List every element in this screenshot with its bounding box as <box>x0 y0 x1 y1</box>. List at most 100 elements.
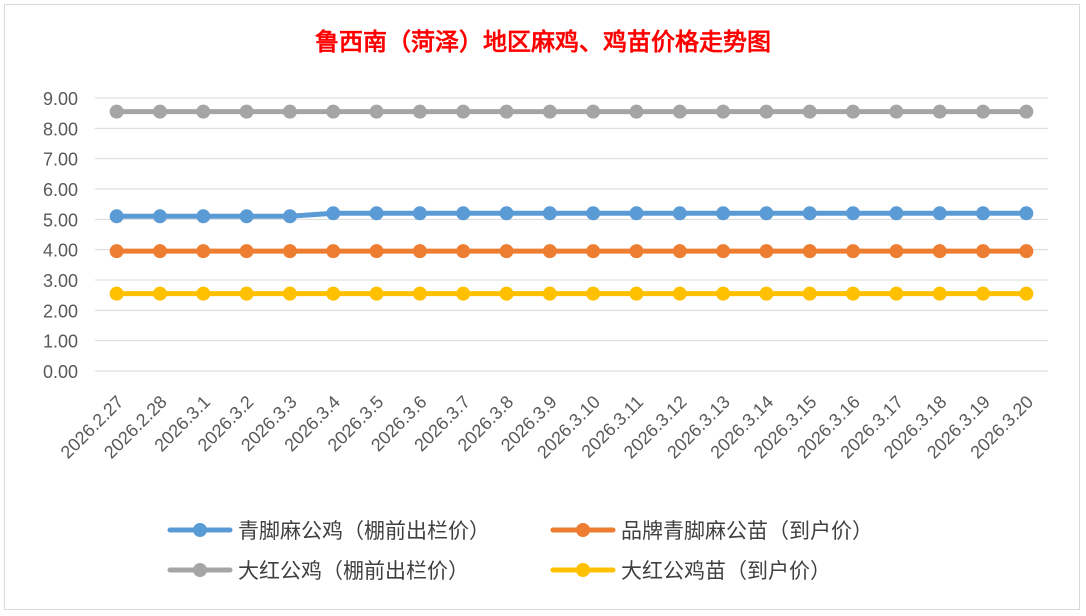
y-tick-label: 2.00 <box>43 301 78 321</box>
data-point <box>846 244 861 259</box>
data-point <box>932 104 947 119</box>
legend-swatch-marker <box>576 563 590 577</box>
data-point <box>672 244 687 259</box>
data-point <box>282 104 297 119</box>
data-point <box>542 206 557 221</box>
legend-item: 大红公鸡（棚前出栏价） <box>167 559 469 583</box>
data-point <box>586 244 601 259</box>
data-point <box>152 209 167 224</box>
legend-swatch-marker <box>193 523 207 537</box>
data-point <box>196 104 211 119</box>
data-point <box>846 104 861 119</box>
data-point <box>846 286 861 301</box>
gridlines <box>95 97 1048 372</box>
data-point <box>759 206 774 221</box>
data-point <box>889 206 904 221</box>
legend-item: 青脚麻公鸡（棚前出栏价） <box>167 519 490 543</box>
y-tick-label: 9.00 <box>43 89 78 109</box>
data-point <box>239 104 254 119</box>
data-point <box>672 206 687 221</box>
legend-swatch-marker <box>576 523 590 537</box>
data-point <box>1019 206 1034 221</box>
chart-title: 鲁西南（菏泽）地区麻鸡、鸡苗价格走势图 <box>315 28 771 56</box>
series-layer <box>109 104 1034 301</box>
legend-swatch-marker <box>193 563 207 577</box>
data-point <box>412 104 427 119</box>
data-point <box>152 244 167 259</box>
series-3 <box>109 104 1034 119</box>
data-point <box>846 206 861 221</box>
data-point <box>629 206 644 221</box>
chart-frame <box>4 4 1080 610</box>
data-point <box>109 286 124 301</box>
data-point <box>412 286 427 301</box>
y-tick-label: 3.00 <box>43 271 78 291</box>
data-point <box>326 244 341 259</box>
data-point <box>932 286 947 301</box>
y-tick-label: 8.00 <box>43 119 78 139</box>
data-point <box>326 206 341 221</box>
data-point <box>369 244 384 259</box>
y-tick-label: 7.00 <box>43 150 78 170</box>
data-point <box>412 206 427 221</box>
data-point <box>586 206 601 221</box>
data-point <box>629 286 644 301</box>
data-point <box>499 104 514 119</box>
data-point <box>672 104 687 119</box>
data-point <box>456 104 471 119</box>
data-point <box>759 244 774 259</box>
data-point <box>369 286 384 301</box>
series-2 <box>109 244 1034 259</box>
data-point <box>629 244 644 259</box>
data-point <box>889 244 904 259</box>
data-point <box>672 286 687 301</box>
data-point <box>1019 286 1034 301</box>
data-point <box>976 206 991 221</box>
data-point <box>239 244 254 259</box>
series-1 <box>109 206 1034 224</box>
data-point <box>196 286 211 301</box>
data-point <box>586 104 601 119</box>
data-point <box>326 104 341 119</box>
x-axis-ticks: 2026.2.272026.2.282026.3.12026.3.22026.3… <box>57 392 1037 463</box>
y-axis-ticks: 0.00 1.00 2.00 3.00 4.00 5.00 6.00 7.00 8.00 9.00 <box>43 89 78 382</box>
data-point <box>282 244 297 259</box>
data-point <box>932 244 947 259</box>
data-point <box>282 209 297 224</box>
y-tick-label: 4.00 <box>43 241 78 261</box>
data-point <box>629 104 644 119</box>
data-point <box>456 244 471 259</box>
data-point <box>716 104 731 119</box>
data-point <box>1019 244 1034 259</box>
data-point <box>976 286 991 301</box>
data-point <box>1019 104 1034 119</box>
data-point <box>976 244 991 259</box>
legend-label: 青脚麻公鸡（棚前出栏价） <box>238 519 490 543</box>
data-point <box>716 206 731 221</box>
data-point <box>889 286 904 301</box>
y-tick-label: 1.00 <box>43 332 78 352</box>
data-point <box>109 244 124 259</box>
data-point <box>109 104 124 119</box>
data-point <box>802 206 817 221</box>
data-point <box>716 244 731 259</box>
data-point <box>976 104 991 119</box>
data-point <box>239 209 254 224</box>
series-line <box>114 210 1029 219</box>
data-point <box>196 244 211 259</box>
legend-label: 大红公鸡（棚前出栏价） <box>238 559 469 583</box>
data-point <box>542 104 557 119</box>
data-point <box>456 286 471 301</box>
y-tick-label: 0.00 <box>43 362 78 382</box>
series-4 <box>109 286 1034 301</box>
data-point <box>326 286 341 301</box>
data-point <box>369 104 384 119</box>
data-point <box>109 209 124 224</box>
data-point <box>802 104 817 119</box>
data-point <box>802 286 817 301</box>
data-point <box>239 286 254 301</box>
data-point <box>932 206 947 221</box>
data-point <box>542 244 557 259</box>
data-point <box>542 286 557 301</box>
